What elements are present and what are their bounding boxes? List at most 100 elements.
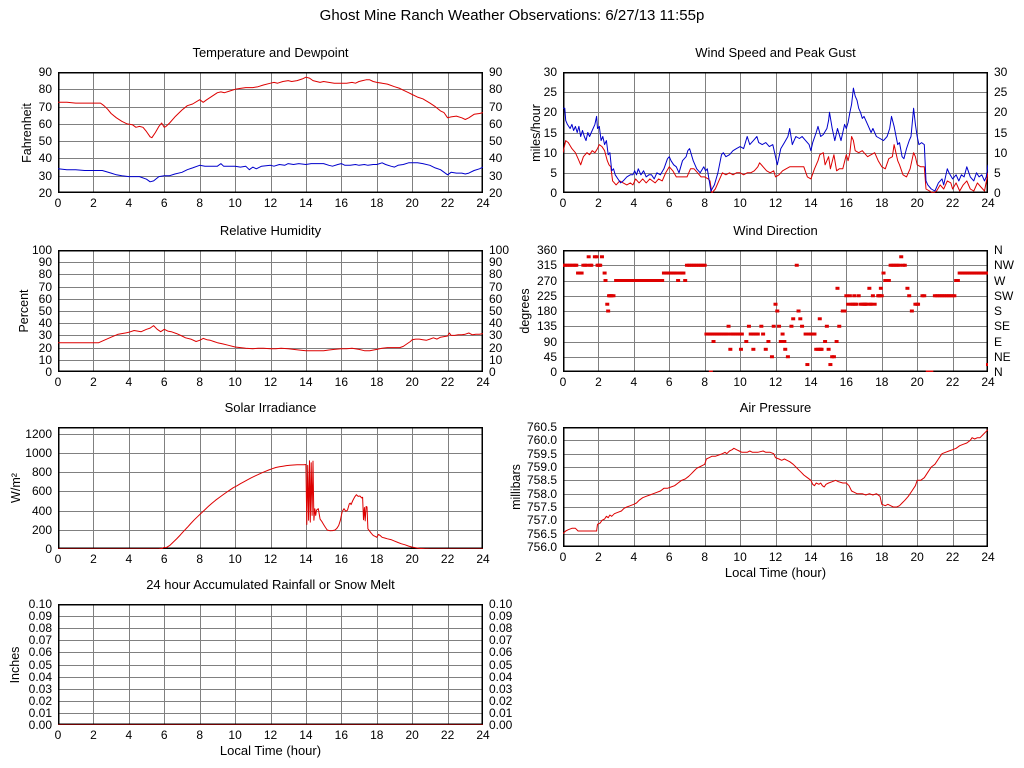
y-tick-label-right: 0.09 [489, 609, 513, 624]
x-tick-label: 2 [90, 196, 97, 210]
x-tick-label: 24 [981, 375, 995, 389]
y-tick-label-right: 70 [489, 279, 503, 294]
x-tick-label: 4 [125, 728, 133, 742]
solar-irradiance-plot-area [58, 427, 483, 549]
y-tick-label: 0.00 [28, 718, 52, 732]
wind-direction-points-marker [952, 294, 957, 298]
x-tick-label: 4 [630, 196, 638, 210]
y-tick-label-right: 0 [994, 186, 1001, 200]
y-tick-label-right: 20 [994, 105, 1008, 120]
x-tick-label: 24 [981, 550, 995, 564]
wind-direction-points-marker [879, 294, 884, 298]
y-tick-label-right: 0.01 [489, 705, 513, 720]
y-tick-label: 20 [38, 186, 52, 200]
plot-border [563, 72, 988, 193]
x-tick-label: 22 [440, 552, 455, 566]
wind-direction-points-marker [886, 279, 891, 282]
x-tick-label: 14 [804, 375, 818, 389]
y-tick-label: 0 [550, 365, 557, 379]
y-tick-label: 30 [543, 65, 557, 79]
x-tick-label: 16 [334, 375, 348, 389]
x-tick-label: 24 [476, 196, 490, 210]
chart-title: 24 hour Accumulated Rainfall or Snow Mel… [146, 577, 395, 592]
x-tick-label: 18 [370, 196, 384, 210]
chart-title: Relative Humidity [219, 223, 322, 238]
wind-direction-points-marker [725, 332, 730, 336]
y-tick-label: 0.07 [28, 633, 52, 648]
x-tick-label: 6 [160, 728, 168, 742]
y-tick-label-right: 30 [489, 328, 503, 343]
wind-direction-points-marker [603, 279, 608, 282]
x-tick-label: 8 [196, 552, 203, 566]
wind-direction-points-marker [986, 363, 988, 367]
y-tick-label-right: 80 [489, 82, 503, 97]
y-tick-label: 360 [536, 243, 557, 257]
wind-direction-points-marker [872, 302, 877, 306]
wind-direction-points-marker [803, 332, 808, 336]
x-tick-label: 4 [125, 552, 133, 566]
y-tick-label-right: 10 [489, 352, 503, 367]
plot-border [58, 250, 483, 372]
y-tick-label-right: 10 [994, 145, 1008, 160]
x-tick-label: 16 [334, 196, 348, 210]
wind-direction-points-marker [778, 340, 783, 343]
rainfall-plot-area [58, 604, 483, 725]
x-tick-label: 10 [733, 196, 747, 210]
y-axis-label: millibars [509, 464, 523, 510]
x-tick-label: 2 [595, 196, 602, 210]
y-tick-label-right: E [994, 334, 1003, 349]
y-tick-label-right: 0.06 [489, 645, 513, 660]
solar-irradiance-line [58, 460, 483, 549]
wind-direction-points-marker [584, 263, 589, 267]
wind-direction-points-marker [777, 324, 782, 328]
wind-direction-plot-area [563, 250, 988, 372]
x-tick-label: 16 [334, 728, 348, 742]
y-tick-label-right: 90 [489, 65, 503, 79]
wind-direction-points-marker [574, 263, 579, 267]
x-tick-label: 2 [90, 728, 97, 742]
wind-direction-points-marker [794, 263, 799, 267]
y-axis-label: Fahrenheit [20, 102, 34, 163]
wind-direction-points-marker [708, 370, 713, 372]
wind-direction-points-marker [611, 294, 616, 298]
y-tick-label: 0.04 [28, 669, 52, 684]
wind-direction-points-marker [878, 286, 883, 290]
y-tick-label: 760.5 [526, 420, 557, 434]
x-tick-label: 10 [228, 728, 242, 742]
wind-direction-points-marker [897, 263, 902, 267]
y-tick-label: 0 [550, 186, 557, 200]
y-tick-label-right: 40 [489, 316, 503, 331]
y-tick-label: 0.02 [28, 693, 52, 708]
y-tick-label: 40 [38, 316, 52, 331]
wind-direction-points-marker [922, 294, 927, 298]
y-tick-label: 0.06 [28, 645, 52, 660]
x-tick-label: 22 [945, 550, 960, 564]
x-tick-label: 14 [804, 550, 818, 564]
x-tick-label: 2 [90, 375, 97, 389]
x-tick-label: 20 [405, 196, 419, 210]
air-pressure-plot-area [563, 427, 988, 547]
wind-direction-points-marker [842, 309, 847, 313]
wind-direction-points-marker [824, 324, 829, 328]
y-tick-label-right: N [994, 365, 1003, 379]
wind-direction-points-marker [837, 324, 842, 328]
y-tick-label: 80 [38, 267, 52, 282]
y-tick-label-right: 0.02 [489, 693, 513, 708]
y-tick-label: 20 [543, 105, 557, 120]
x-tick-label: 8 [701, 375, 708, 389]
wind-direction-points-marker [769, 355, 774, 359]
wind-direction-points-marker [823, 340, 828, 343]
x-tick-label: 8 [196, 196, 203, 210]
y-tick-label: 90 [38, 65, 52, 79]
y-tick-label-right: 20 [489, 186, 503, 200]
y-tick-label: 45 [543, 349, 557, 364]
y-tick-label: 315 [536, 258, 557, 273]
wind-direction-points-marker [854, 302, 859, 306]
y-tick-label: 0.09 [28, 609, 52, 624]
y-tick-label: 756.5 [526, 526, 557, 541]
wind-direction-points-marker [826, 347, 831, 351]
wind-direction-points-marker [594, 255, 599, 259]
y-tick-label-right: S [994, 304, 1003, 318]
y-axis-label: degrees [518, 288, 532, 334]
